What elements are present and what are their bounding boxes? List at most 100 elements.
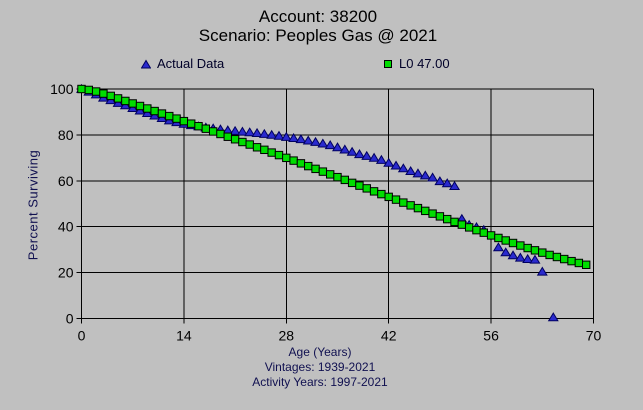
l0-curve-point bbox=[340, 175, 350, 185]
actual-data-point bbox=[295, 134, 307, 144]
x-tick-label: 56 bbox=[483, 328, 499, 344]
actual-data-point bbox=[547, 312, 559, 322]
l0-curve-point bbox=[260, 145, 269, 155]
l0-curve-point bbox=[391, 195, 401, 204]
triangle-marker-icon bbox=[141, 59, 151, 68]
actual-data-point bbox=[500, 247, 512, 257]
y-tick-label: 40 bbox=[58, 219, 74, 235]
actual-data-point bbox=[353, 149, 365, 159]
actual-data-point bbox=[236, 126, 248, 136]
actual-data-point bbox=[324, 140, 336, 150]
l0-curve-point bbox=[560, 254, 569, 264]
actual-data-point bbox=[288, 132, 300, 143]
l0-curve-point bbox=[245, 140, 254, 149]
l0-curve-point bbox=[252, 143, 262, 152]
legend-label-l0-curve: L0 47.00 bbox=[399, 56, 450, 71]
l0-curve-point bbox=[208, 127, 218, 136]
l0-curve-point bbox=[106, 91, 115, 101]
l0-curve-point bbox=[435, 212, 445, 221]
l0-curve-point bbox=[128, 99, 137, 108]
actual-data-point bbox=[251, 127, 263, 137]
actual-data-point bbox=[266, 129, 278, 139]
l0-curve-point bbox=[552, 252, 562, 262]
l0-curve-point bbox=[464, 223, 474, 232]
l0-curve-point bbox=[545, 250, 554, 260]
l0-curve-point bbox=[194, 121, 203, 131]
actual-data-point bbox=[244, 127, 256, 137]
actual-data-point bbox=[346, 146, 358, 156]
l0-curve-point bbox=[143, 104, 152, 113]
l0-curve-point bbox=[486, 231, 496, 240]
l0-curve-point bbox=[333, 172, 342, 182]
l0-curve-point bbox=[150, 106, 159, 116]
l0-curve-point bbox=[508, 238, 518, 248]
x-tick-label: 42 bbox=[381, 328, 397, 344]
actual-data-point bbox=[441, 178, 453, 188]
l0-curve-point bbox=[311, 164, 320, 174]
y-tick-label: 0 bbox=[66, 311, 74, 327]
l0-curve-point bbox=[443, 214, 452, 224]
actual-data-point bbox=[310, 136, 322, 146]
y-tick-label: 80 bbox=[58, 127, 74, 143]
l0-curve-point bbox=[230, 135, 240, 144]
l0-curve-point bbox=[347, 178, 357, 188]
actual-data-point bbox=[405, 165, 417, 176]
actual-data-point bbox=[332, 142, 343, 152]
l0-curve-point bbox=[121, 96, 130, 106]
l0-curve-point bbox=[318, 167, 328, 176]
l0-curve-point bbox=[135, 101, 145, 111]
square-marker-icon bbox=[384, 59, 392, 68]
l0-curve-point bbox=[523, 243, 532, 253]
actual-data-point bbox=[529, 254, 541, 264]
l0-curve-point bbox=[450, 217, 459, 227]
l0-curve-point bbox=[377, 189, 386, 199]
actual-data-point bbox=[229, 125, 241, 135]
legend-item-l0-curve: L0 47.00 bbox=[383, 56, 450, 71]
footnote-vintages: Vintages: 1939-2021 bbox=[264, 360, 376, 374]
x-tick-label: 28 bbox=[279, 328, 295, 344]
l0-curve-point bbox=[91, 87, 101, 96]
l0-curve-point bbox=[325, 170, 335, 179]
l0-curve-point bbox=[113, 94, 123, 103]
actual-data-point bbox=[522, 253, 534, 263]
actual-data-point bbox=[449, 180, 461, 190]
l0-curve-point bbox=[574, 258, 584, 268]
l0-curve-point bbox=[355, 181, 364, 190]
l0-curve-point bbox=[296, 159, 306, 168]
actual-data-point bbox=[412, 168, 424, 178]
actual-data-point bbox=[273, 130, 285, 140]
l0-curve-point bbox=[472, 225, 481, 235]
l0-curve-point bbox=[99, 89, 108, 98]
y-tick-label: 20 bbox=[58, 265, 74, 281]
l0-curve-point bbox=[581, 260, 591, 269]
l0-curve-point bbox=[530, 246, 540, 255]
actual-data-point bbox=[419, 170, 431, 180]
actual-data-point bbox=[536, 266, 548, 276]
l0-curve-point bbox=[501, 236, 510, 245]
l0-curve-point bbox=[187, 119, 196, 128]
y-tick-label: 60 bbox=[58, 173, 74, 189]
l0-curve-point bbox=[479, 228, 488, 237]
actual-data-point bbox=[383, 157, 395, 167]
l0-curve-point bbox=[238, 137, 247, 147]
l0-curve-point bbox=[406, 201, 415, 210]
actual-data-point bbox=[427, 172, 439, 182]
l0-curve-point bbox=[384, 192, 393, 202]
actual-data-point bbox=[368, 152, 380, 162]
legend-item-actual-data: Actual Data bbox=[141, 56, 224, 71]
l0-curve-point bbox=[282, 153, 291, 163]
l0-curve-point bbox=[77, 84, 86, 94]
x-tick-label: 0 bbox=[78, 328, 86, 344]
l0-curve-point bbox=[494, 233, 503, 243]
l0-curve-point bbox=[157, 109, 167, 118]
x-axis-footer-block: Age (Years) Vintages: 1939-2021 Activity… bbox=[0, 345, 640, 390]
l0-curve-point bbox=[421, 206, 430, 216]
l0-curve-point bbox=[267, 148, 276, 157]
y-tick-label: 100 bbox=[50, 81, 74, 97]
actual-data-point bbox=[375, 154, 387, 164]
actual-data-point bbox=[397, 163, 409, 173]
actual-data-point bbox=[514, 252, 526, 262]
legend-label-actual-data: Actual Data bbox=[157, 56, 225, 71]
